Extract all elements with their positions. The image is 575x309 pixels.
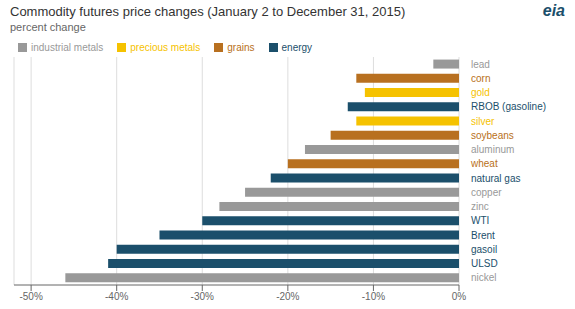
svg-text:ULSD: ULSD [471,258,498,269]
svg-text:0%: 0% [452,291,467,302]
svg-text:wheat: wheat [470,158,498,169]
html-text:Commodity futures price change: Commodity futures price changes (January… [10,4,406,19]
svg-text:-30%: -30% [191,291,214,302]
html-text:energy: energy [281,42,313,53]
svg-text:natural gas: natural gas [471,173,520,184]
svg-text:nickel: nickel [471,272,497,283]
html-text:percent change: percent change [10,21,86,33]
svg-text:corn: corn [471,73,490,84]
svg-text:copper: copper [471,187,502,198]
svg-text:-20%: -20% [276,291,299,302]
svg-text:gasoil: gasoil [471,244,497,255]
svg-text:WTI: WTI [471,215,489,226]
html-text:grains: grains [227,42,255,53]
svg-text:soybeans: soybeans [471,130,514,141]
svg-text:gold: gold [471,87,490,98]
svg-text:silver: silver [471,116,495,127]
svg-text:RBOB (gasoline): RBOB (gasoline) [471,101,546,112]
html-text:industrial metals: industrial metals [31,42,104,53]
svg-text:lead: lead [471,59,490,70]
svg-text:-40%: -40% [105,291,128,302]
svg-text:zinc: zinc [471,201,489,212]
html-text:precious metals: precious metals [130,42,201,53]
svg-text:-10%: -10% [362,291,385,302]
svg-text:-50%: -50% [19,291,42,302]
svg-text:aluminum: aluminum [471,144,514,155]
svg-text:Brent: Brent [471,230,495,241]
html-text:eia: eia [542,2,565,19]
